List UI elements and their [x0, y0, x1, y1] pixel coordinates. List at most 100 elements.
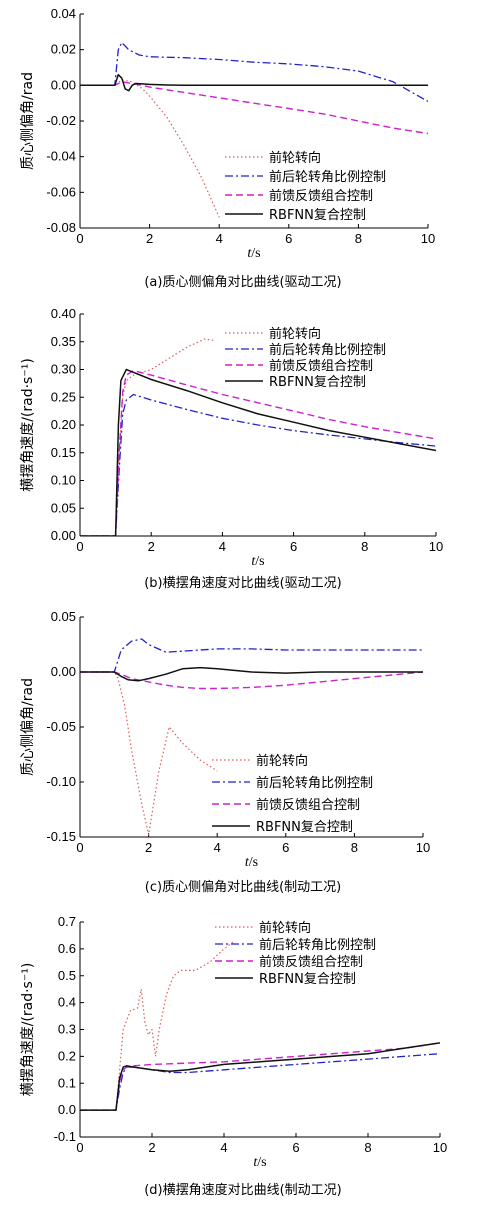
- y-tick-label: -0.04: [46, 149, 76, 164]
- legend-label-3: 前馈反馈组合控制: [269, 358, 373, 374]
- series-line-4: [80, 666, 423, 682]
- x-tick-label: 4: [220, 1140, 227, 1155]
- series-line-4: [80, 73, 428, 92]
- y-tick-label: -0.06: [46, 184, 76, 199]
- series-line-1: [80, 940, 236, 1111]
- legend-label-1: 前轮转向: [269, 326, 321, 342]
- series-line-4: [80, 368, 436, 536]
- series-line-1: [80, 338, 216, 536]
- series-line-2: [80, 41, 428, 102]
- y-tick-label: 0.30: [51, 362, 76, 377]
- y-tick-label: 0.04: [51, 6, 76, 21]
- x-tick-label: 6: [292, 1140, 299, 1155]
- y-tick-label: 0.10: [51, 473, 76, 488]
- legend-label-2: 前后轮转角比例控制: [256, 775, 373, 791]
- x-tick-label: 8: [361, 539, 368, 554]
- y-tick-label: 0.00: [51, 77, 76, 92]
- legend-label-4: RBFNN复合控制: [256, 820, 353, 835]
- x-tick-label: 10: [416, 840, 430, 855]
- y-tick-label: -0.10: [46, 774, 76, 789]
- y-tick-label: 0.2: [58, 1048, 76, 1063]
- y-axis-label: 质心侧偏角/rad: [20, 72, 36, 170]
- x-tick-label: 0: [76, 1140, 83, 1155]
- y-tick-label: 0.7: [58, 914, 76, 929]
- series-line-3: [80, 1042, 440, 1111]
- chart-caption: (a)质心侧偏角对比曲线(驱动工况): [144, 275, 341, 290]
- series-line-2: [80, 393, 436, 536]
- x-tick-label: 2: [148, 539, 155, 554]
- y-tick-label: -0.1: [54, 1129, 76, 1144]
- y-tick-label: 0.1: [58, 1075, 76, 1090]
- y-tick-label: 0.6: [58, 941, 76, 956]
- y-tick-label: 0.02: [51, 42, 76, 57]
- y-tick-label: -0.02: [46, 113, 76, 128]
- y-tick-label: 0.15: [51, 445, 76, 460]
- chart-caption: (d)横摆角速度对比曲线(制动工况): [144, 1182, 342, 1198]
- x-tick-label: 8: [355, 231, 362, 246]
- legend-label-1: 前轮转向: [256, 753, 308, 769]
- x-tick-label: 8: [364, 1140, 371, 1155]
- y-tick-label: 0.00: [51, 664, 76, 679]
- y-tick-label: 0.40: [51, 306, 76, 321]
- x-tick-label: 4: [214, 840, 221, 855]
- x-tick-label: 8: [351, 840, 358, 855]
- x-tick-label: 6: [282, 840, 289, 855]
- y-tick-label: 0.5: [58, 968, 76, 983]
- legend-label-2: 前后轮转角比例控制: [259, 937, 376, 953]
- x-axis-label: t/s: [251, 554, 264, 569]
- y-tick-label: -0.15: [46, 829, 76, 844]
- x-tick-label: 4: [219, 539, 226, 554]
- series-line-2: [80, 1053, 440, 1111]
- legend-label-2: 前后轮转角比例控制: [269, 342, 386, 358]
- x-axis-label: t/s: [253, 1155, 266, 1170]
- x-axis-label: t/s: [245, 855, 258, 870]
- x-tick-label: 0: [76, 539, 83, 554]
- series-line-1: [80, 671, 218, 836]
- x-tick-label: 10: [433, 1140, 447, 1155]
- x-tick-label: 10: [421, 231, 435, 246]
- x-axis-label: t/s: [247, 246, 260, 261]
- series-line-4: [80, 1042, 440, 1111]
- legend-label-1: 前轮转向: [259, 920, 311, 936]
- x-tick-label: 4: [216, 231, 223, 246]
- x-tick-label: 2: [145, 840, 152, 855]
- y-axis-label: 横摆角速度/(rad·s⁻¹): [20, 358, 36, 492]
- y-axis-label: 质心侧偏角/rad: [20, 678, 36, 776]
- x-tick-label: 2: [146, 231, 153, 246]
- series-line-2: [80, 638, 423, 673]
- y-tick-label: 0.3: [58, 1022, 76, 1037]
- legend-label-3: 前馈反馈组合控制: [259, 954, 363, 970]
- y-tick-label: -0.08: [46, 220, 76, 235]
- chart-caption: (c)质心侧偏角对比曲线(制动工况): [145, 880, 341, 895]
- x-tick-label: 0: [76, 231, 83, 246]
- chart-panel-2: 0 2 4 6 8 10 0.00 0.05 0.10 0.15 0.20 0.25 0.30 0.35 0…: [20, 306, 443, 591]
- legend-label-4: RBFNN复合控制: [259, 972, 356, 987]
- chart-panel-4: 0 2 4 6 8 10 -0.1 0.0 0.1 0.2 0.3 0.4 0.5 0.6 0.7 横摆角速度…: [20, 914, 447, 1198]
- chart-panel-1: 0 2 4 6 8 10 -0.08 -0.06 -0.04 -0.02 0.00 0.02 0.04 质…: [20, 6, 435, 290]
- x-tick-label: 0: [76, 840, 83, 855]
- legend-label-3: 前馈反馈组合控制: [256, 797, 360, 813]
- y-axis-label: 横摆角速度/(rad·s⁻¹): [20, 963, 36, 1097]
- y-tick-label: 0.05: [51, 500, 76, 515]
- y-tick-label: 0.20: [51, 417, 76, 432]
- y-tick-label: 0.35: [51, 334, 76, 349]
- x-tick-label: 6: [285, 231, 292, 246]
- series-line-3: [80, 671, 423, 690]
- legend-label-3: 前馈反馈组合控制: [269, 188, 373, 204]
- series-line-3: [80, 81, 428, 135]
- y-tick-label: 0.00: [51, 528, 76, 543]
- x-tick-label: 6: [290, 539, 297, 554]
- x-tick-label: 2: [148, 1140, 155, 1155]
- series-line-1: [80, 79, 220, 218]
- y-tick-label: 0.05: [51, 609, 76, 624]
- y-tick-label: 0.25: [51, 389, 76, 404]
- legend-label-4: RBFNN复合控制: [269, 208, 366, 223]
- x-tick-label: 10: [429, 539, 443, 554]
- legend-label-1: 前轮转向: [269, 150, 321, 166]
- y-tick-label: -0.05: [46, 719, 76, 734]
- series-line-3: [80, 369, 436, 536]
- chart-panel-3: 0 2 4 6 8 10 -0.15 -0.10 -0.05 0.00 0.05 质心侧偏角/rad t…: [20, 609, 430, 895]
- y-tick-label: 0.0: [58, 1102, 76, 1117]
- chart-caption: (b)横摆角速度对比曲线(驱动工况): [144, 575, 342, 591]
